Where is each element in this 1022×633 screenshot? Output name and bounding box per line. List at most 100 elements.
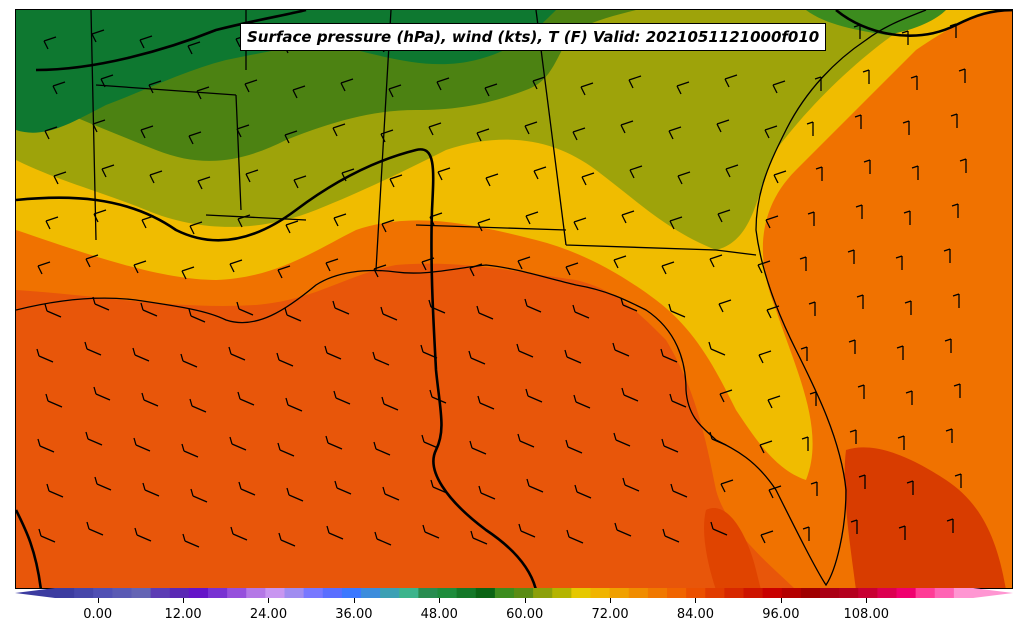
wind-barb — [572, 304, 590, 319]
wind-barb — [485, 173, 499, 187]
wind-barb — [148, 80, 162, 94]
wind-barb — [45, 216, 59, 230]
wind-barb — [285, 220, 299, 234]
wind-barb — [717, 209, 731, 223]
wind-barb — [477, 218, 491, 232]
wind-barb — [850, 519, 858, 534]
colorbar-tick — [268, 598, 270, 603]
wind-barb — [857, 384, 865, 399]
colorbar-segment — [628, 588, 649, 598]
wind-barb — [333, 213, 347, 227]
wind-barb — [613, 432, 631, 447]
wind-barb — [325, 435, 343, 450]
wind-barb — [101, 164, 115, 178]
wind-barb — [709, 431, 727, 446]
wind-barb — [478, 485, 496, 500]
wind-barb — [662, 528, 680, 543]
colorbar-segment — [112, 588, 132, 598]
wind-barb — [332, 300, 350, 315]
colorbar-tick-label: 36.00 — [335, 607, 373, 622]
wind-barb — [53, 171, 67, 185]
colorbar-segment — [150, 588, 171, 598]
wind-barb — [516, 343, 534, 358]
colorbar-tick-label: 96.00 — [762, 607, 800, 622]
wind-barb — [855, 204, 863, 219]
wind-barb — [236, 124, 250, 138]
wind-barb — [277, 265, 291, 279]
wind-barb — [181, 266, 195, 280]
wind-barb — [766, 305, 780, 319]
wind-barb — [94, 476, 112, 491]
wind-barb — [332, 123, 346, 137]
wind-barb — [896, 345, 904, 360]
wind-barb — [758, 350, 772, 364]
wind-barb — [470, 530, 488, 545]
wind-barb — [524, 121, 538, 135]
colorbar-segment — [131, 588, 152, 598]
wind-barb — [565, 262, 579, 276]
wind-barb — [196, 86, 210, 100]
wind-barb — [910, 75, 918, 90]
wind-barb — [37, 261, 51, 275]
wind-barb — [140, 302, 158, 317]
wind-barb — [946, 518, 954, 533]
colorbar-tick-label: 72.00 — [591, 607, 629, 622]
wind-barb — [953, 383, 961, 398]
wind-barb — [614, 522, 632, 537]
gulf-coastline — [16, 10, 927, 587]
colorbar-segment — [169, 588, 190, 598]
colorbar-tick-label: 48.00 — [420, 607, 458, 622]
wind-barb — [525, 211, 539, 225]
colorbar-tick-label: 24.00 — [249, 607, 288, 622]
wind-barb — [188, 308, 206, 323]
wind-barb — [85, 254, 99, 268]
colorbar-segment — [858, 588, 878, 598]
wind-barb — [476, 128, 490, 142]
wind-barb — [181, 443, 199, 458]
wind-barb — [237, 391, 255, 406]
wind-barb — [141, 392, 159, 407]
wind-barb — [628, 75, 642, 89]
wind-barb — [765, 215, 779, 229]
colorbar-segment — [265, 588, 285, 598]
wind-barb — [430, 479, 448, 494]
wind-barb — [719, 389, 733, 403]
wind-barb — [773, 170, 787, 184]
wind-barb — [37, 438, 55, 453]
colorbar-segment — [800, 588, 821, 598]
wind-barb — [799, 256, 807, 271]
wind-barb — [800, 346, 808, 361]
wind-barb — [613, 255, 627, 269]
wind-barb — [911, 165, 919, 180]
colorbar-segment — [93, 588, 113, 598]
wind-barb — [484, 83, 498, 97]
wind-barb — [856, 294, 864, 309]
wind-barb — [661, 438, 679, 453]
wind-barb — [854, 114, 862, 129]
wind-barb — [388, 84, 402, 98]
wind-barb — [325, 258, 339, 272]
wind-barb — [421, 434, 439, 449]
wind-barb — [52, 81, 66, 95]
wind-barb — [188, 131, 202, 145]
colorbar-tick — [524, 598, 526, 603]
colorbar-segment — [533, 588, 553, 598]
colorbar-segment — [934, 588, 955, 598]
colorbar-segment — [953, 588, 974, 598]
wind-barb — [573, 394, 591, 409]
colorbar-segment — [437, 588, 458, 598]
wind-barb — [809, 391, 817, 406]
wind-barb — [93, 386, 111, 401]
wind-barb — [284, 307, 302, 322]
colorbar-segment — [667, 588, 687, 598]
wind-barb — [421, 257, 435, 271]
wind-barb — [429, 389, 447, 404]
wind-barb — [229, 436, 247, 451]
wind-barb — [476, 305, 494, 320]
colorbar-segment — [284, 588, 305, 598]
wind-barb — [959, 158, 967, 173]
wind-barb — [950, 113, 958, 128]
wind-barb — [469, 440, 487, 455]
temperature-zone-80s — [844, 447, 1006, 588]
colorbar-segment — [743, 588, 764, 598]
